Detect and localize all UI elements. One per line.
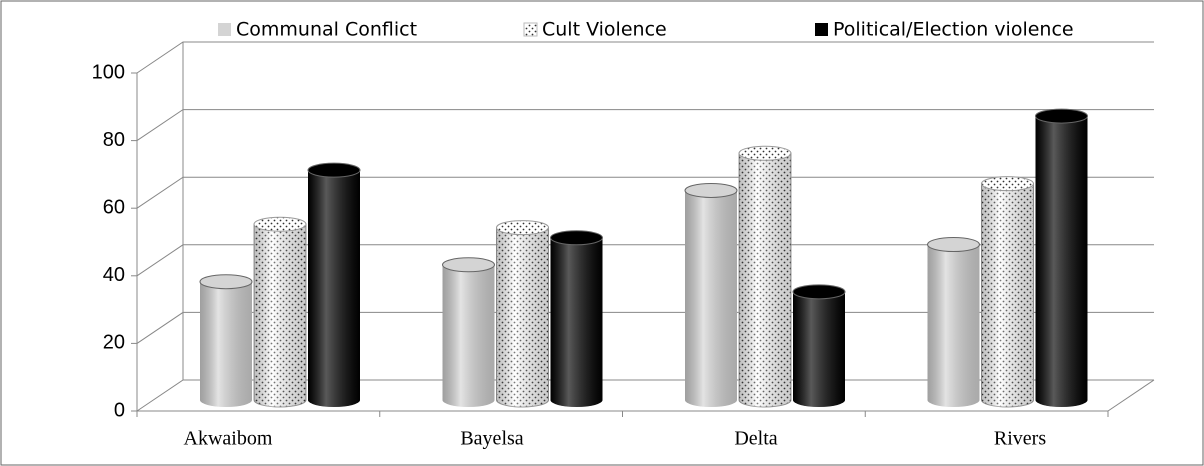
grid-line bbox=[136, 176, 1154, 209]
grid-line bbox=[136, 41, 1154, 74]
x-tick-label: Rivers bbox=[994, 428, 1046, 450]
y-tick-label: 100 bbox=[92, 61, 125, 83]
bar bbox=[307, 162, 361, 407]
bar-shade bbox=[1035, 116, 1088, 408]
bar-shade bbox=[308, 170, 360, 407]
y-tick-label: 0 bbox=[114, 399, 125, 421]
bar-top bbox=[442, 257, 495, 273]
legend-swatch bbox=[815, 23, 828, 36]
bar bbox=[792, 284, 846, 407]
legend-label: Communal Conflict bbox=[236, 19, 417, 41]
bar bbox=[199, 274, 253, 407]
bar bbox=[550, 230, 603, 408]
bar-shade bbox=[254, 224, 306, 407]
floor-side bbox=[1107, 379, 1155, 412]
grid-line bbox=[136, 109, 1154, 142]
bar bbox=[738, 145, 792, 408]
bar bbox=[684, 182, 738, 407]
bar-shade bbox=[685, 190, 737, 407]
bar-top bbox=[1035, 108, 1088, 124]
bar-top bbox=[550, 230, 603, 246]
bar bbox=[981, 176, 1034, 408]
bar-shade bbox=[496, 227, 549, 408]
bar-shade bbox=[739, 153, 791, 407]
legend-swatch bbox=[218, 23, 231, 36]
y-tick-label: 40 bbox=[103, 264, 125, 286]
grid-line bbox=[136, 244, 1154, 277]
legend-label: Political/Election violence bbox=[833, 19, 1074, 41]
x-tick-label: Akwaibom bbox=[184, 428, 273, 450]
bar-shade bbox=[200, 281, 252, 407]
bar-shade bbox=[550, 237, 603, 408]
bar-top bbox=[981, 176, 1034, 192]
y-tick-label: 60 bbox=[103, 196, 125, 218]
bar-top bbox=[307, 162, 361, 178]
x-tick-label: Delta bbox=[734, 428, 777, 450]
bar bbox=[927, 237, 980, 408]
legend-label: Cult Violence bbox=[542, 19, 667, 41]
bar bbox=[442, 257, 495, 408]
y-tick-label: 20 bbox=[103, 332, 125, 354]
legend-swatch bbox=[523, 22, 538, 37]
bar-top bbox=[684, 182, 738, 198]
bar-top bbox=[792, 284, 846, 300]
x-tick-label: Bayelsa bbox=[460, 428, 523, 450]
bar bbox=[1035, 108, 1088, 408]
bar-top bbox=[927, 237, 980, 253]
bar-top bbox=[738, 145, 792, 161]
bar-shade bbox=[793, 291, 845, 407]
bar-shade bbox=[981, 183, 1034, 408]
bar-top bbox=[496, 220, 549, 236]
y-tick-label: 80 bbox=[103, 129, 125, 151]
bar-top bbox=[253, 216, 307, 232]
bar bbox=[496, 220, 549, 408]
bar-shade bbox=[927, 244, 980, 408]
bar-top bbox=[199, 274, 253, 290]
bar bbox=[253, 216, 307, 408]
bar-shade bbox=[442, 264, 495, 408]
